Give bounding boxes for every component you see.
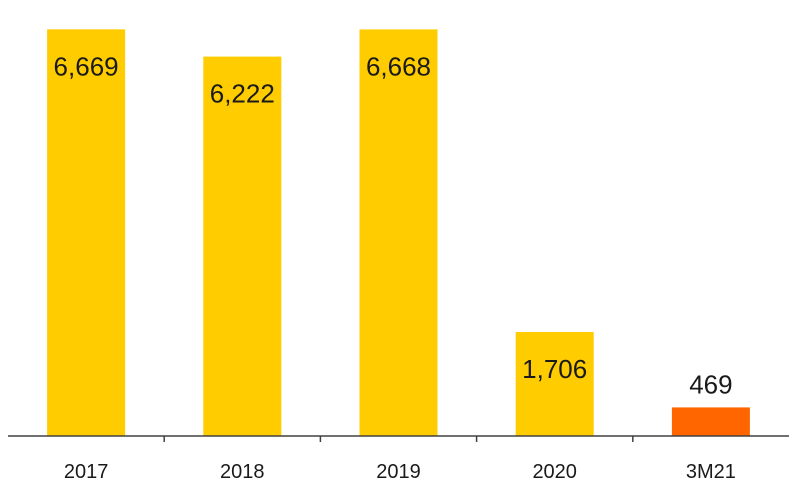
x-tick-label-2019: 2019 bbox=[376, 461, 421, 483]
bar-2019 bbox=[359, 29, 438, 437]
bar-2020 bbox=[515, 331, 594, 436]
x-tick-label-2020: 2020 bbox=[532, 461, 577, 483]
data-label-2017: 6,669 bbox=[54, 51, 119, 81]
x-tick-label-2018: 2018 bbox=[220, 461, 265, 483]
labels-layer: 6,669 2017 6,222 2018 6,668 2019 1,706 2020 469 3… bbox=[54, 51, 736, 483]
bar-2017 bbox=[47, 29, 126, 437]
bars-layer bbox=[47, 29, 750, 437]
data-label-3m21: 469 bbox=[689, 369, 732, 399]
x-tick-label-3m21: 3M21 bbox=[686, 461, 736, 483]
bar-2018 bbox=[203, 56, 282, 436]
bar-3m21 bbox=[671, 407, 750, 436]
data-label-2020: 1,706 bbox=[522, 354, 587, 384]
x-tick-label-2017: 2017 bbox=[64, 461, 109, 483]
data-label-2019: 6,668 bbox=[366, 51, 431, 81]
data-label-2018: 6,222 bbox=[210, 79, 275, 109]
x-axis bbox=[8, 435, 789, 442]
